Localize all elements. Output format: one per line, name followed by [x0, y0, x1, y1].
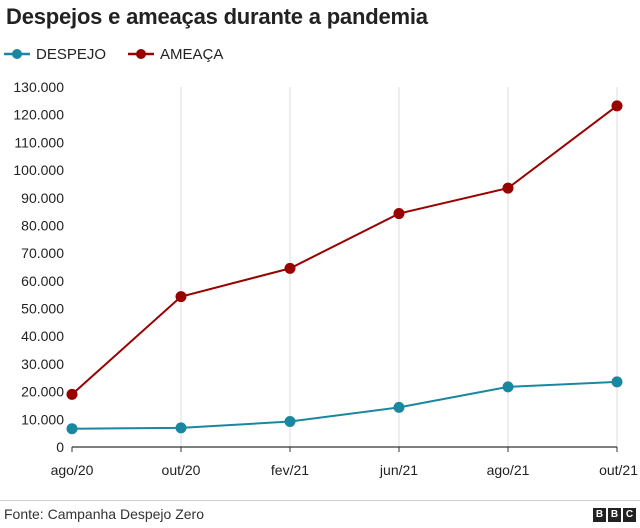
bbc-logo-letter-1: B	[593, 508, 606, 522]
legend-dot-ameaca	[136, 49, 147, 59]
point-despejo-2	[284, 416, 296, 428]
y-tick-label-12: 120.000	[13, 107, 64, 123]
point-despejo-5	[611, 376, 623, 388]
legend: DESPEJO AMEAÇA	[4, 43, 245, 65]
y-tick-label-5: 50.000	[21, 301, 64, 317]
legend-label-ameaca: AMEAÇA	[160, 45, 224, 63]
x-tick-label-2: fev/21	[271, 462, 309, 478]
y-tick-label-2: 20.000	[21, 384, 64, 400]
x-tick-label-4: ago/21	[487, 462, 530, 478]
legend-swatch-despejo	[4, 49, 30, 59]
point-ameaca-2	[284, 262, 296, 274]
y-tick-label-1: 10.000	[21, 411, 64, 427]
footer-divider	[0, 500, 640, 501]
legend-item-ameaca: AMEAÇA	[128, 46, 223, 63]
line-chart: 0 10.000 20.000 30.000 40.000 50.000 60.000 70.…	[13, 79, 638, 478]
y-tick-label-6: 60.000	[21, 273, 64, 289]
y-tick-label-8: 80.000	[21, 217, 64, 233]
x-tick-label-1: out/20	[162, 462, 201, 478]
y-tick-label-3: 30.000	[21, 356, 64, 372]
point-ameaca-0	[66, 388, 78, 400]
chart-title: Despejos e ameaças durante a pandemia	[6, 4, 428, 29]
legend-label-despejo: DESPEJO	[36, 45, 107, 63]
y-tick-label-13: 130.000	[13, 79, 64, 95]
y-tick-label-7: 70.000	[21, 245, 64, 261]
point-despejo-0	[66, 423, 78, 435]
point-ameaca-5	[611, 100, 623, 112]
point-ameaca-3	[393, 208, 405, 220]
series-line-ameaca	[71, 105, 618, 396]
y-tick-label-0: 0	[56, 439, 64, 455]
legend-item-despejo: DESPEJO	[4, 46, 106, 63]
legend-dot-despejo	[12, 49, 22, 59]
bbc-logo-letter-3: C	[623, 508, 636, 522]
y-tick-label-11: 110.000	[14, 134, 64, 150]
point-ameaca-1	[175, 291, 187, 303]
point-despejo-1	[175, 422, 187, 434]
x-tick-label-3: jun/21	[379, 462, 418, 478]
point-despejo-4	[502, 381, 514, 393]
x-tick-label-0: ago/20	[51, 462, 94, 478]
legend-swatch-ameaca	[128, 49, 155, 59]
bbc-logo-letter-2: B	[608, 508, 621, 522]
bbc-logo: B B C	[591, 508, 636, 522]
point-despejo-3	[393, 401, 405, 413]
y-tick-label-9: 90.000	[21, 190, 64, 206]
source-note: Fonte: Campanha Despejo Zero	[4, 506, 204, 522]
x-tick-label-5: out/21	[599, 462, 638, 478]
y-tick-label-10: 100.000	[13, 162, 64, 178]
y-tick-label-4: 40.000	[21, 328, 64, 344]
point-ameaca-4	[502, 182, 514, 194]
series-line-despejo	[71, 380, 618, 430]
